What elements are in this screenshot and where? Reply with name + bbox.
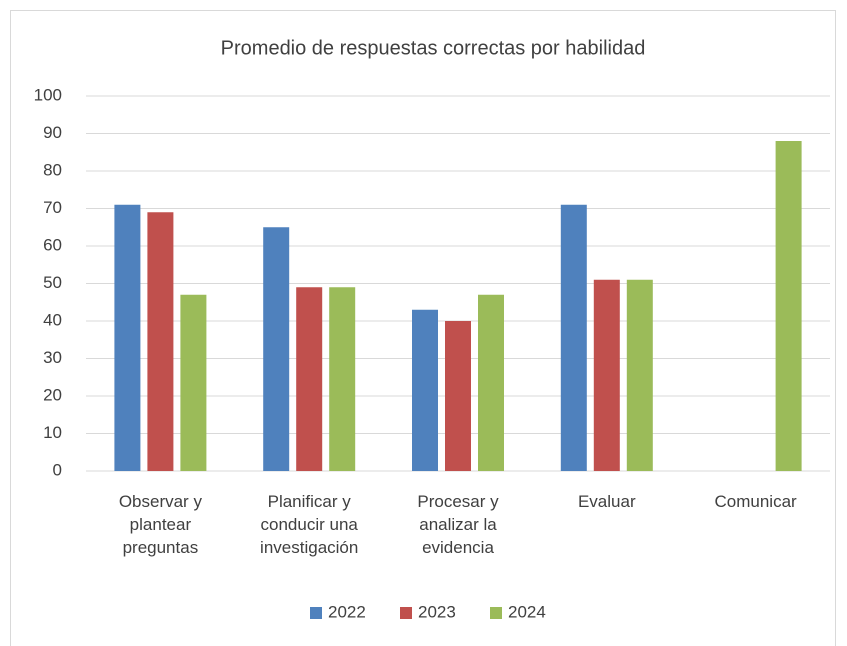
- bar: [147, 212, 174, 471]
- bar: [445, 321, 471, 471]
- y-tick-label: 100: [34, 85, 62, 104]
- x-tick-label: Comunicar: [714, 492, 797, 511]
- bar: [626, 279, 653, 471]
- y-tick-label: 90: [43, 123, 62, 142]
- bar: [478, 294, 504, 471]
- legend-label: 2024: [508, 602, 546, 621]
- x-tick-label: Procesar y analizar la evidencia: [417, 492, 499, 557]
- y-tick-label: 0: [53, 460, 62, 479]
- y-tick-label: 10: [43, 423, 62, 442]
- chart-title: Promedio de respuestas correctas por hab…: [221, 37, 646, 59]
- bar: [329, 287, 356, 471]
- y-tick-label: 60: [43, 235, 62, 254]
- bar: [775, 141, 802, 471]
- y-tick-label: 50: [43, 273, 62, 292]
- bar: [114, 204, 141, 471]
- bar: [180, 294, 207, 471]
- x-tick-label: Planificar y conducir una investigación: [260, 492, 359, 557]
- y-tick-label: 30: [43, 348, 62, 367]
- y-tick-label: 20: [43, 385, 62, 404]
- legend-swatch: [490, 607, 502, 619]
- y-tick-label: 40: [43, 310, 62, 329]
- bar: [263, 227, 290, 471]
- bar: [412, 309, 438, 471]
- bar: [560, 204, 587, 471]
- bar: [593, 279, 620, 471]
- y-tick-label: 80: [43, 160, 62, 179]
- bar: [296, 287, 323, 471]
- y-tick-label: 70: [43, 198, 62, 217]
- legend-swatch: [310, 607, 322, 619]
- legend-label: 2023: [418, 602, 456, 621]
- x-tick-label: Observar y plantear preguntas: [118, 492, 202, 557]
- x-tick-label: Evaluar: [577, 492, 636, 511]
- legend-label: 2022: [328, 602, 366, 621]
- legend-swatch: [400, 607, 412, 619]
